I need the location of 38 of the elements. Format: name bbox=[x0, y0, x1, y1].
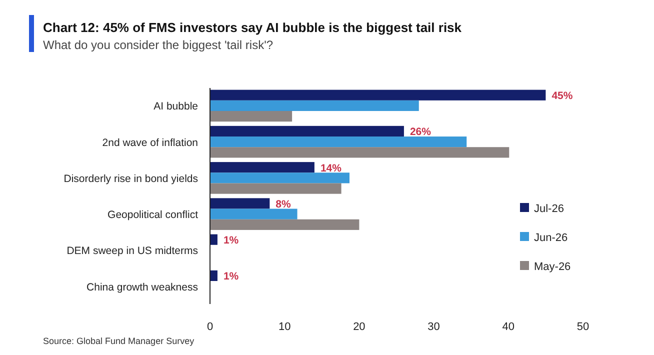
y-tick-label: China growth weakness bbox=[86, 281, 198, 294]
data-label: 1% bbox=[223, 234, 240, 247]
data-label: 1% bbox=[223, 270, 240, 283]
bar bbox=[210, 208, 298, 220]
data-label: 14% bbox=[320, 162, 342, 174]
data-label: 8% bbox=[276, 198, 292, 210]
bar bbox=[210, 198, 270, 209]
x-tick-label: 50 bbox=[576, 321, 590, 333]
legend-label: May-26 bbox=[534, 261, 571, 273]
bar bbox=[210, 136, 467, 148]
bar bbox=[210, 219, 360, 230]
bar bbox=[210, 147, 510, 158]
bar bbox=[210, 172, 350, 184]
bar bbox=[210, 234, 218, 245]
bar bbox=[210, 126, 404, 137]
bar bbox=[210, 110, 292, 122]
y-tick-label: 2nd wave of inflation bbox=[102, 136, 198, 149]
x-tick-label: 10 bbox=[278, 321, 291, 333]
legend-label: Jul-26 bbox=[534, 203, 564, 215]
bar bbox=[210, 100, 419, 111]
bar bbox=[210, 183, 342, 194]
source-note: Source: Global Fund Manager Survey bbox=[43, 336, 195, 346]
x-tick-label: 30 bbox=[428, 321, 440, 333]
bar bbox=[210, 162, 314, 173]
x-tick-label: 0 bbox=[206, 321, 214, 333]
chart-subtitle: What do you consider the biggest 'tail risk'? bbox=[43, 38, 274, 52]
x-tick-label: 40 bbox=[502, 321, 515, 333]
y-tick-label: Geopolitical conflict bbox=[108, 209, 198, 222]
data-label: 26% bbox=[410, 126, 432, 138]
x-tick-label: 20 bbox=[353, 321, 366, 333]
data-label: 45% bbox=[552, 90, 574, 102]
bar bbox=[210, 90, 546, 100]
y-tick-label: Disorderly rise in bond yields bbox=[64, 172, 198, 185]
chart-title: Chart 12: 45% of FMS investors say AI bubble is the biggest tail risk bbox=[43, 20, 462, 35]
y-tick-label: DEM sweep in US midterms bbox=[66, 245, 198, 258]
bar bbox=[210, 270, 218, 282]
y-tick-label: AI bubble bbox=[154, 100, 198, 113]
legend-label: Jun-26 bbox=[534, 232, 568, 244]
